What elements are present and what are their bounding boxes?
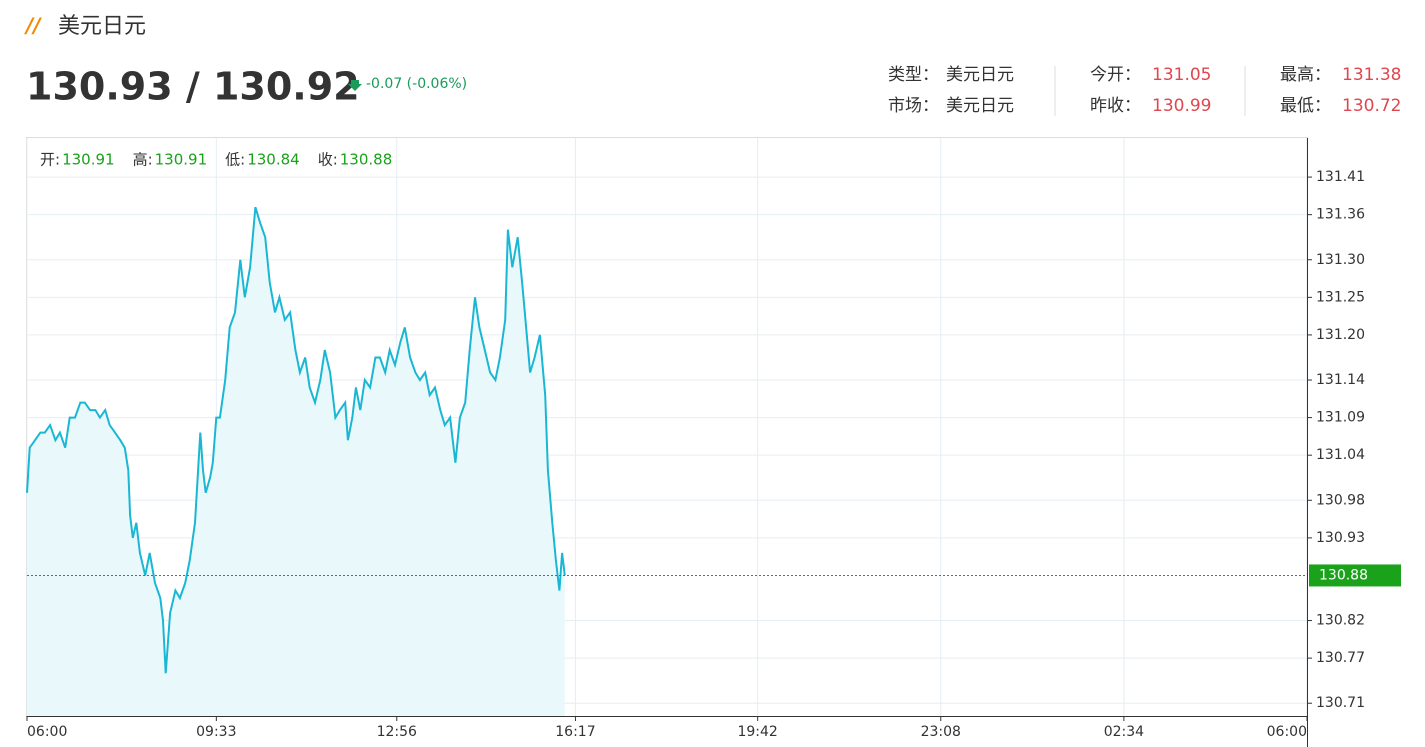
x-tick-label: 12:56	[377, 724, 417, 740]
last-price-box	[1309, 564, 1401, 587]
info-label: 类型：	[888, 65, 939, 85]
info-label: 最高：	[1280, 65, 1331, 85]
x-tick-label: 02:34	[1104, 724, 1144, 740]
x-tick-label: 06:00	[27, 724, 67, 740]
y-tick-label: 130.98	[1316, 492, 1365, 508]
ohlc-label: 高:	[133, 151, 153, 169]
info-label: 今开：	[1090, 65, 1141, 85]
y-tick-label: 131.09	[1316, 410, 1365, 426]
info-value: 130.99	[1152, 96, 1211, 116]
price: 130.93 / 130.92	[26, 65, 360, 109]
info-value: 131.05	[1152, 65, 1211, 85]
area-fill	[27, 207, 565, 716]
down-arrow	[348, 80, 362, 91]
ohlc-value: 130.91	[62, 151, 115, 169]
logo-mark: //	[24, 14, 42, 38]
ohlc-value: 130.91	[155, 151, 208, 169]
ohlc-label: 收:	[318, 151, 338, 169]
y-tick-label: 131.36	[1316, 207, 1365, 223]
plot: 131.41 131.36 131.30 131.25 131.20 131.14 131.…	[26, 138, 1401, 747]
x-tick-label: 19:42	[737, 724, 777, 740]
info-value: 美元日元	[946, 65, 1014, 85]
y-tick-label: 130.71	[1316, 695, 1365, 711]
y-tick-label: 131.25	[1316, 289, 1365, 305]
price-change: -0.07 (-0.06%)	[366, 76, 467, 92]
x-tick-label: 06:00	[1267, 724, 1307, 740]
price-line	[26, 206, 566, 674]
info-value: 美元日元	[946, 96, 1014, 116]
page-title: 美元日元	[58, 14, 146, 39]
info-label: 市场：	[888, 96, 939, 116]
y-tick-label: 131.04	[1316, 447, 1365, 463]
y-tick-label: 131.30	[1316, 252, 1365, 268]
info-label: 最低：	[1280, 96, 1331, 116]
y-tick-label: 130.82	[1316, 613, 1365, 629]
info-value: 131.38	[1342, 65, 1401, 85]
info-value: 130.72	[1342, 96, 1401, 116]
info-label: 昨收：	[1090, 96, 1141, 116]
last-price-label: 130.88	[1319, 567, 1368, 583]
ohlc-value: 130.88	[340, 151, 393, 169]
y-tick-label: 131.20	[1316, 327, 1365, 343]
y-tick-label: 131.14	[1316, 372, 1365, 388]
ohlc-value: 130.84	[247, 151, 300, 169]
x-tick-label: 16:17	[555, 724, 595, 740]
x-tick-label: 23:08	[921, 724, 961, 740]
y-tick-label: 130.93	[1316, 530, 1365, 546]
y-tick-label: 130.77	[1316, 650, 1365, 666]
ohlc-label: 低:	[225, 151, 245, 169]
y-tick-label: 131.41	[1316, 169, 1365, 185]
ohlc-label: 开:	[40, 151, 60, 169]
x-tick-label: 09:33	[196, 724, 236, 740]
